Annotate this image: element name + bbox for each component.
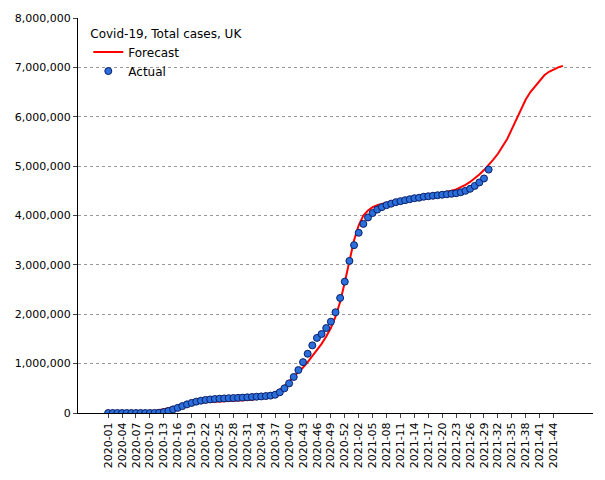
svg-text:2020-40: 2020-40: [283, 422, 296, 468]
svg-text:2,000,000: 2,000,000: [15, 308, 71, 321]
svg-text:2020-22: 2020-22: [199, 422, 212, 468]
svg-text:2020-31: 2020-31: [241, 422, 254, 468]
svg-text:2021-38: 2021-38: [519, 422, 532, 468]
svg-text:2020-43: 2020-43: [297, 422, 310, 468]
svg-text:2021-41: 2021-41: [533, 422, 546, 468]
svg-text:2021-29: 2021-29: [478, 422, 491, 468]
svg-text:2020-52: 2020-52: [338, 422, 351, 468]
svg-text:5,000,000: 5,000,000: [15, 160, 71, 173]
svg-text:2021-32: 2021-32: [491, 422, 504, 468]
svg-text:2020-34: 2020-34: [255, 422, 268, 468]
svg-text:6,000,000: 6,000,000: [15, 111, 71, 124]
svg-text:2021-17: 2021-17: [422, 422, 435, 468]
svg-text:8,000,000: 8,000,000: [15, 12, 71, 25]
svg-text:2020-28: 2020-28: [227, 422, 240, 468]
svg-text:2021-02: 2021-02: [352, 422, 365, 468]
svg-text:2021-08: 2021-08: [380, 422, 393, 468]
svg-text:2020-19: 2020-19: [185, 422, 198, 468]
svg-text:2020-10: 2020-10: [143, 422, 156, 468]
svg-text:Covid-19, Total cases, UK: Covid-19, Total cases, UK: [90, 27, 242, 41]
svg-text:2020-49: 2020-49: [324, 422, 337, 468]
svg-text:2021-26: 2021-26: [464, 422, 477, 468]
svg-text:2021-14: 2021-14: [408, 422, 421, 468]
svg-text:2020-16: 2020-16: [171, 422, 184, 468]
svg-text:2021-05: 2021-05: [366, 422, 379, 468]
svg-text:2020-07: 2020-07: [130, 422, 143, 468]
svg-text:2020-46: 2020-46: [311, 422, 324, 468]
svg-text:2021-35: 2021-35: [505, 422, 518, 468]
svg-text:Actual: Actual: [128, 65, 166, 79]
svg-text:2021-20: 2021-20: [436, 422, 449, 468]
svg-text:2021-23: 2021-23: [450, 422, 463, 468]
svg-text:3,000,000: 3,000,000: [15, 259, 71, 272]
svg-text:0: 0: [64, 407, 71, 420]
svg-text:7,000,000: 7,000,000: [15, 61, 71, 74]
svg-text:1,000,000: 1,000,000: [15, 357, 71, 370]
svg-text:2020-04: 2020-04: [116, 422, 129, 468]
svg-text:4,000,000: 4,000,000: [15, 209, 71, 222]
svg-text:2020-37: 2020-37: [269, 422, 282, 468]
svg-text:Forecast: Forecast: [128, 46, 179, 60]
svg-text:2021-44: 2021-44: [547, 422, 560, 468]
svg-text:2021-11: 2021-11: [394, 422, 407, 468]
svg-text:2020-25: 2020-25: [213, 422, 226, 468]
svg-text:2020-13: 2020-13: [157, 422, 170, 468]
svg-text:2020-01: 2020-01: [102, 422, 115, 468]
